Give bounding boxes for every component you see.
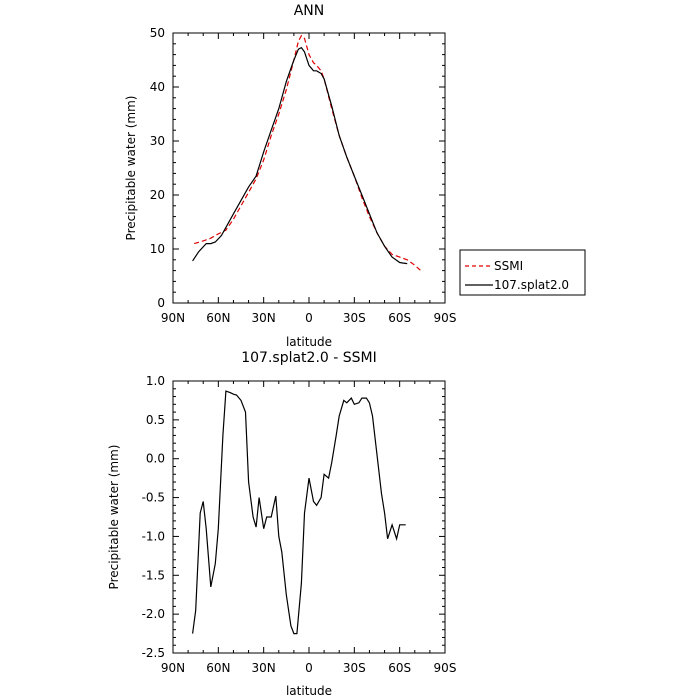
top-series-group: [192, 34, 422, 272]
top-y-tick-label: 10: [150, 242, 165, 256]
bottom-y-tick-label: 0.0: [146, 452, 165, 466]
bottom-x-tick-label: 90S: [434, 661, 457, 675]
bottom-x-tick-label: 30N: [252, 661, 276, 675]
top-x-axis-label: latitude: [286, 335, 332, 349]
top-y-tick-label: 50: [150, 26, 165, 40]
bottom-x-tick-label: 90N: [161, 661, 185, 675]
bottom-y-tick-label: -0.5: [142, 491, 165, 505]
top-x-tick-label: 60N: [206, 311, 230, 325]
top-x-tick-label: 60S: [388, 311, 411, 325]
bottom-x-tick-label: 30S: [343, 661, 366, 675]
top-series-line-ssmi: [194, 34, 422, 272]
top-y-tick-label: 20: [150, 188, 165, 202]
bottom-y-tick-label: 1.0: [146, 374, 165, 388]
top-axis-ticks: 90N 60N 30N 0 30S 60S 90S 0 10 20 30 40 50: [150, 26, 457, 325]
bottom-plot-frame: [172, 380, 446, 654]
bottom-y-tick-label: -2.0: [142, 607, 165, 621]
top-plot-frame: [172, 32, 446, 304]
legend-label-ssmi: SSMI: [494, 259, 523, 273]
top-chart-title: ANN: [294, 3, 325, 19]
bottom-panel: 107.splat2.0 - SSMI latitude Precipitabl…: [107, 350, 456, 698]
top-panel: ANN latitude Precipitable water (mm) 90N…: [124, 3, 586, 349]
legend-label-model: 107.splat2.0: [494, 278, 569, 292]
top-y-axis-label: Precipitable water (mm): [124, 96, 138, 241]
bottom-chart-title: 107.splat2.0 - SSMI: [241, 350, 377, 366]
legend: SSMI 107.splat2.0: [459, 249, 586, 296]
top-x-tick-label: 30S: [343, 311, 366, 325]
top-x-tick-label: 90N: [161, 311, 185, 325]
bottom-y-axis-label: Precipitable water (mm): [107, 445, 121, 590]
top-x-tick-label: 30N: [252, 311, 276, 325]
legend-box: [459, 249, 586, 296]
bottom-x-tick-label: 60S: [388, 661, 411, 675]
top-y-tick-label: 30: [150, 134, 165, 148]
bottom-x-axis-label: latitude: [286, 684, 332, 698]
bottom-y-tick-label: -1.0: [142, 529, 165, 543]
top-x-tick-label: 90S: [434, 311, 457, 325]
bottom-x-tick-label: 60N: [206, 661, 230, 675]
bottom-y-tick-label: -2.5: [142, 646, 165, 660]
top-x-tick-label: 0: [305, 311, 313, 325]
bottom-x-tick-label: 0: [305, 661, 313, 675]
top-y-tick-label: 40: [150, 80, 165, 94]
bottom-y-tick-label: 0.5: [146, 413, 165, 427]
bottom-y-tick-label: -1.5: [142, 568, 165, 582]
bottom-series-group: [192, 390, 406, 635]
bottom-series-line-difference: [192, 390, 406, 635]
bottom-axis-ticks: 90N 60N 30N 0 30S 60S 90S -2.5 -2.0 -1.5 -1.0 -0.5 0…: [142, 374, 457, 675]
top-y-tick-label: 0: [157, 296, 165, 310]
top-series-line-107-splat2-0: [192, 46, 408, 265]
